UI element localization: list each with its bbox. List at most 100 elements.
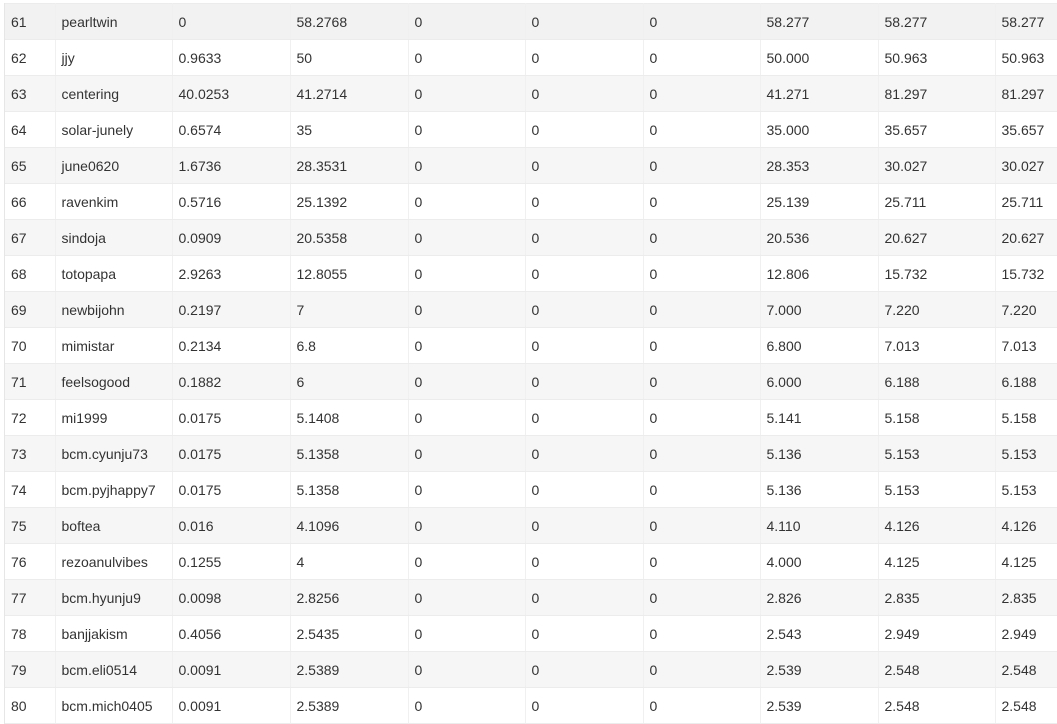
table-row[interactable]: 71 feelsogood 0.1882 6 0 0 0 6.000 6.188 6.188 — [5, 363, 1057, 400]
cell-col-3: 40.0253 — [172, 75, 291, 112]
table-row[interactable]: 66 ravenkim 0.5716 25.1392 0 0 0 25.139 25.711 25… — [5, 183, 1057, 220]
cell-col-8: 5.136 — [760, 435, 879, 472]
cell-col-6: 0 — [525, 183, 644, 220]
table-row[interactable]: 73 bcm.cyunju73 0.0175 5.1358 0 0 0 5.136 5.153 5… — [5, 435, 1057, 472]
cell-col-6: 0 — [525, 111, 644, 148]
cell-col-4: 4 — [290, 543, 409, 580]
cell-col-3: 2.9263 — [172, 255, 291, 292]
cell-col-9: 30.027 — [878, 147, 996, 184]
cell-col-5: 0 — [408, 147, 526, 184]
cell-username: solar-junely — [55, 111, 173, 148]
cell-rank: 63 — [5, 75, 56, 112]
table-row[interactable]: 80 bcm.mich0405 0.0091 2.5389 0 0 0 2.539 2.548 2… — [5, 687, 1057, 724]
cell-col-4: 5.1408 — [290, 399, 409, 436]
cell-col-5: 0 — [408, 543, 526, 580]
table-row[interactable]: 79 bcm.eli0514 0.0091 2.5389 0 0 0 2.539 2.548 2.… — [5, 651, 1057, 688]
cell-col-9: 7.013 — [878, 327, 996, 364]
cell-col-6: 0 — [525, 3, 644, 40]
table-row[interactable]: 62 jjy 0.9633 50 0 0 0 50.000 50.963 50.963 — [5, 39, 1057, 76]
cell-col-10: 7.013 — [995, 327, 1057, 364]
cell-col-8: 2.543 — [760, 615, 879, 652]
cell-col-4: 7 — [290, 291, 409, 328]
cell-col-9: 81.297 — [878, 75, 996, 112]
cell-col-6: 0 — [525, 75, 644, 112]
cell-col-10: 35.657 — [995, 111, 1057, 148]
cell-rank: 72 — [5, 399, 56, 436]
table-row[interactable]: 63 centering 40.0253 41.2714 0 0 0 41.271 81.297… — [5, 75, 1057, 112]
cell-col-9: 4.126 — [878, 507, 996, 544]
cell-col-6: 0 — [525, 327, 644, 364]
cell-col-5: 0 — [408, 363, 526, 400]
table-row[interactable]: 64 solar-junely 0.6574 35 0 0 0 35.000 35.657 35.… — [5, 111, 1057, 148]
cell-col-4: 6 — [290, 363, 409, 400]
cell-col-7: 0 — [643, 687, 761, 724]
table-row[interactable]: 75 boftea 0.016 4.1096 0 0 0 4.110 4.126 4.126 — [5, 507, 1057, 544]
cell-col-9: 35.657 — [878, 111, 996, 148]
cell-col-8: 5.136 — [760, 471, 879, 508]
cell-col-9: 2.835 — [878, 579, 996, 616]
cell-col-10: 25.711 — [995, 183, 1057, 220]
cell-col-9: 50.963 — [878, 39, 996, 76]
cell-col-4: 58.2768 — [290, 3, 409, 40]
cell-col-10: 4.125 — [995, 543, 1057, 580]
cell-col-3: 0.0098 — [172, 579, 291, 616]
table-row[interactable]: 72 mi1999 0.0175 5.1408 0 0 0 5.141 5.158 5.158 — [5, 399, 1057, 436]
cell-col-6: 0 — [525, 543, 644, 580]
cell-col-9: 58.277 — [878, 3, 996, 40]
cell-username: mi1999 — [55, 399, 173, 436]
table-row[interactable]: 78 banjjakism 0.4056 2.5435 0 0 0 2.543 2.949 2.9… — [5, 615, 1057, 652]
cell-username: centering — [55, 75, 173, 112]
cell-rank: 80 — [5, 687, 56, 724]
cell-col-5: 0 — [408, 291, 526, 328]
cell-rank: 65 — [5, 147, 56, 184]
cell-col-10: 2.548 — [995, 687, 1057, 724]
cell-col-3: 0.016 — [172, 507, 291, 544]
cell-col-7: 0 — [643, 615, 761, 652]
cell-rank: 76 — [5, 543, 56, 580]
cell-col-7: 0 — [643, 147, 761, 184]
cell-rank: 73 — [5, 435, 56, 472]
cell-col-5: 0 — [408, 111, 526, 148]
cell-rank: 79 — [5, 651, 56, 688]
cell-col-6: 0 — [525, 363, 644, 400]
cell-col-3: 0.1255 — [172, 543, 291, 580]
cell-col-9: 5.158 — [878, 399, 996, 436]
table-row[interactable]: 65 june0620 1.6736 28.3531 0 0 0 28.353 30.027 30… — [5, 147, 1057, 184]
cell-col-8: 35.000 — [760, 111, 879, 148]
cell-username: totopapa — [55, 255, 173, 292]
cell-col-8: 20.536 — [760, 219, 879, 256]
cell-col-5: 0 — [408, 651, 526, 688]
table-row[interactable]: 74 bcm.pyjhappy7 0.0175 5.1358 0 0 0 5.136 5.153… — [5, 471, 1057, 508]
table-row[interactable]: 61 pearltwin 0 58.2768 0 0 0 58.277 58.277 58.277 — [5, 3, 1057, 40]
cell-col-7: 0 — [643, 363, 761, 400]
cell-col-8: 50.000 — [760, 39, 879, 76]
cell-col-9: 5.153 — [878, 471, 996, 508]
table-row[interactable]: 69 newbijohn 0.2197 7 0 0 0 7.000 7.220 7.220 — [5, 291, 1057, 328]
cell-col-6: 0 — [525, 471, 644, 508]
cell-rank: 61 — [5, 3, 56, 40]
cell-col-6: 0 — [525, 399, 644, 436]
cell-col-8: 2.826 — [760, 579, 879, 616]
cell-username: pearltwin — [55, 3, 173, 40]
cell-col-6: 0 — [525, 147, 644, 184]
cell-col-3: 0.9633 — [172, 39, 291, 76]
cell-col-8: 2.539 — [760, 687, 879, 724]
table-row[interactable]: 76 rezoanulvibes 0.1255 4 0 0 0 4.000 4.125 4.125 — [5, 543, 1057, 580]
table-row[interactable]: 67 sindoja 0.0909 20.5358 0 0 0 20.536 20.627 20.… — [5, 219, 1057, 256]
cell-col-4: 2.5389 — [290, 651, 409, 688]
cell-username: newbijohn — [55, 291, 173, 328]
cell-col-9: 2.548 — [878, 651, 996, 688]
cell-col-5: 0 — [408, 3, 526, 40]
cell-username: bcm.mich0405 — [55, 687, 173, 724]
table-row[interactable]: 68 totopapa 2.9263 12.8055 0 0 0 12.806 15.732 15… — [5, 255, 1057, 292]
cell-col-10: 5.153 — [995, 471, 1057, 508]
cell-col-8: 5.141 — [760, 399, 879, 436]
table-row[interactable]: 70 mimistar 0.2134 6.8 0 0 0 6.800 7.013 7.013 — [5, 327, 1057, 364]
cell-col-5: 0 — [408, 615, 526, 652]
cell-col-6: 0 — [525, 579, 644, 616]
cell-col-4: 20.5358 — [290, 219, 409, 256]
cell-col-8: 6.000 — [760, 363, 879, 400]
cell-col-9: 20.627 — [878, 219, 996, 256]
cell-col-7: 0 — [643, 399, 761, 436]
table-row[interactable]: 77 bcm.hyunju9 0.0098 2.8256 0 0 0 2.826 2.835 2.… — [5, 579, 1057, 616]
